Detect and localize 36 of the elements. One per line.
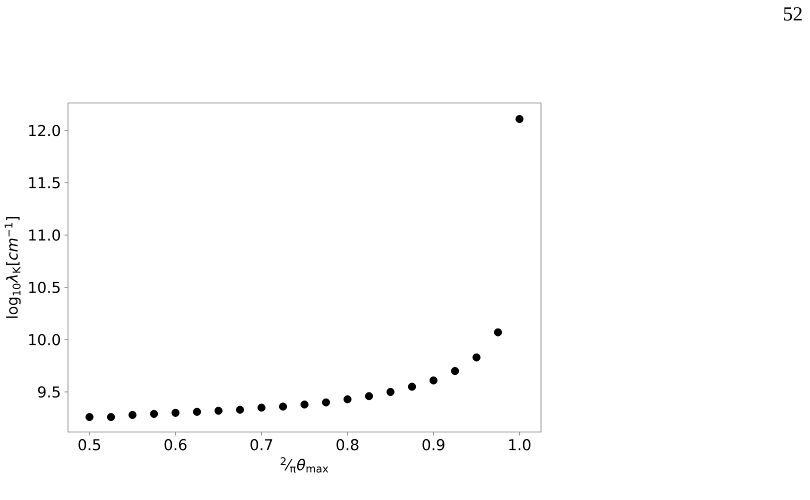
x-tick-label: 0.7: [250, 439, 272, 450]
point: [214, 406, 222, 415]
y-tick-label: 11.5: [29, 177, 60, 188]
point: [86, 413, 94, 422]
text: 52: [784, 7, 802, 21]
y-tick-label: 10.0: [29, 334, 60, 346]
point: [150, 410, 158, 418]
point: [107, 413, 115, 422]
point: [279, 402, 287, 411]
y-tick-label: 11.0: [29, 229, 60, 241]
point: [236, 406, 244, 414]
point: [300, 400, 308, 408]
x-tick-label: 0.6: [164, 439, 186, 450]
point: [408, 382, 416, 391]
point: [344, 395, 352, 404]
x-tick-label: 0.9: [422, 439, 444, 450]
point: [258, 404, 266, 412]
x-tick-label: 0.5: [78, 439, 100, 450]
x-tick-label: 0.8: [336, 439, 358, 450]
point: [516, 114, 524, 123]
point: [128, 410, 136, 419]
point: [322, 398, 330, 406]
y-tick-label: 9.5: [38, 386, 60, 398]
point: [494, 328, 502, 336]
point: [472, 353, 480, 362]
point: [386, 388, 394, 396]
y-tick-label: 12.0: [29, 124, 60, 136]
point: [451, 367, 459, 376]
point: [365, 392, 373, 400]
y-axis-title: log$_{10}$λ$_{K}$[cm$^{−1}$]: [4, 217, 21, 318]
y-tick-label: 10.5: [29, 282, 60, 294]
point: [430, 376, 438, 384]
x-axis-title: $^{2}$⁄$_{π}$θ$_{max}$: [280, 457, 328, 473]
point: [172, 408, 180, 417]
point: [193, 408, 201, 416]
x-tick-label: 1.0: [509, 439, 530, 450]
